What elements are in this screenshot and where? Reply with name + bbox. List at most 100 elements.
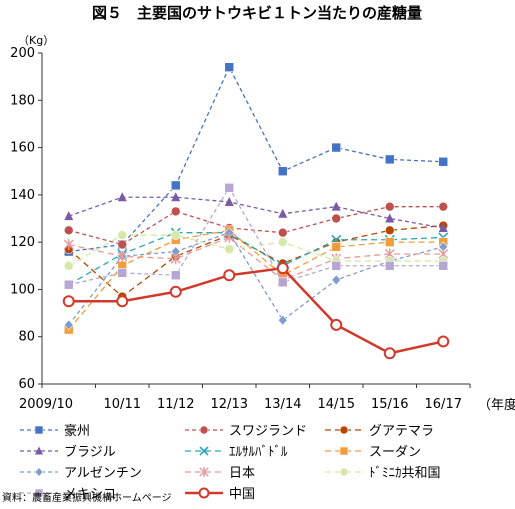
legend-label: 日本 [229, 466, 255, 481]
legend-label: 中国 [229, 487, 255, 502]
series-line [68, 65, 444, 253]
y-tick-label: 60 [18, 377, 35, 392]
chart-title: 図５ 主要国のサトウキビ１トン当たりの産糖量 [92, 4, 422, 22]
data-point [224, 196, 234, 206]
x-tick-label: 16/17 [425, 397, 462, 412]
legend-item: 豪州 [20, 423, 90, 439]
series-line [68, 266, 444, 355]
data-point [169, 285, 182, 298]
legend-label: メキシコ [64, 487, 116, 502]
data-point [116, 295, 129, 308]
legend-swatch-marker [339, 425, 349, 435]
data-point [224, 231, 235, 243]
data-point [117, 230, 128, 240]
legend-label: スワジランド [229, 424, 307, 439]
legend-item: グアテマラ [325, 424, 434, 439]
legend-swatch-marker [198, 487, 210, 499]
data-point [384, 237, 395, 247]
data-point [384, 201, 395, 212]
data-point [117, 268, 128, 278]
data-point [331, 201, 341, 211]
data-point [385, 213, 395, 223]
data-point [63, 319, 74, 331]
legend-label: アルゼンチン [64, 466, 142, 481]
axes: 60 80 100 120 140 160 180 200 2009/10 10/11 11/12 1… [10, 46, 471, 412]
data-point [117, 250, 128, 262]
legend-item: 日本 [185, 466, 255, 481]
x-tick-label: 15/16 [371, 397, 408, 412]
legend-label: 豪州 [64, 423, 90, 439]
data-point [170, 180, 181, 191]
data-point [384, 260, 395, 271]
legend-label: ブラジル [64, 444, 116, 460]
data-point [331, 260, 342, 271]
legend-swatch-marker [199, 446, 209, 456]
y-tick-label: 100 [10, 282, 35, 297]
series-10 [62, 262, 450, 360]
x-tick-label: 10/11 [104, 397, 141, 412]
series-line [68, 196, 444, 229]
x-axis-unit: （年度） [478, 397, 515, 413]
legend-item: メキシコ [20, 487, 116, 502]
data-point [330, 318, 343, 331]
series-line [68, 232, 444, 286]
data-point [170, 206, 181, 217]
series-line [68, 236, 444, 281]
legend-swatch-marker [199, 467, 209, 477]
legend-item: ﾄﾞﾐﾆｶ共和国 [325, 466, 441, 481]
x-tick-label: 11/12 [157, 397, 194, 412]
series-line [68, 224, 444, 298]
data-point [223, 269, 236, 282]
series-line [68, 229, 444, 331]
data-point [63, 279, 74, 290]
data-point [331, 142, 342, 153]
data-point [170, 230, 181, 240]
legend-label: グアテマラ [369, 424, 434, 439]
data-point [277, 227, 288, 238]
series-line [68, 206, 444, 246]
x-tick-label: 2009/10 [19, 397, 73, 412]
legend-label: ｴﾙｻﾙﾊﾞﾄﾞﾙ [229, 445, 288, 460]
data-point [331, 213, 342, 224]
data-point [438, 222, 448, 232]
data-point [383, 347, 396, 360]
data-point [438, 260, 449, 271]
data-point [170, 270, 181, 281]
data-point [277, 277, 288, 288]
y-axis-unit: （Kg） [18, 34, 54, 47]
legend-swatch-marker [34, 467, 44, 477]
legend-swatch-marker [339, 467, 349, 477]
series-layer [62, 62, 450, 360]
legend-item: ｴﾙｻﾙﾊﾞﾄﾞﾙ [185, 445, 288, 460]
legend-item: 中国 [185, 487, 255, 502]
x-tick-label: 12/13 [211, 397, 248, 412]
legend-swatch-marker [35, 446, 43, 455]
data-point [62, 295, 75, 308]
x-tick-label: 14/15 [318, 397, 355, 412]
legend-item: スワジランド [185, 424, 307, 439]
data-point [224, 182, 235, 193]
source-note: 資料：農畜産業振興機構ホームページ [2, 491, 172, 504]
data-point [117, 239, 128, 250]
series-line [68, 231, 444, 326]
legend-swatch-marker [34, 488, 44, 498]
x-tick-label: 13/14 [264, 397, 301, 412]
data-point [438, 201, 449, 212]
legend-swatch-marker [199, 425, 209, 435]
data-point [170, 253, 181, 265]
data-point [63, 239, 74, 251]
y-tick-label: 140 [10, 188, 35, 203]
data-point [171, 192, 181, 202]
legend-swatch-marker [34, 425, 44, 435]
data-point [224, 62, 235, 72]
data-point [64, 211, 74, 221]
series-line [68, 234, 444, 267]
data-point [278, 208, 288, 218]
series-9 [63, 182, 449, 290]
data-point [224, 244, 235, 255]
y-tick-label: 180 [10, 93, 35, 108]
y-tick-label: 200 [10, 46, 35, 61]
data-point [384, 225, 395, 236]
